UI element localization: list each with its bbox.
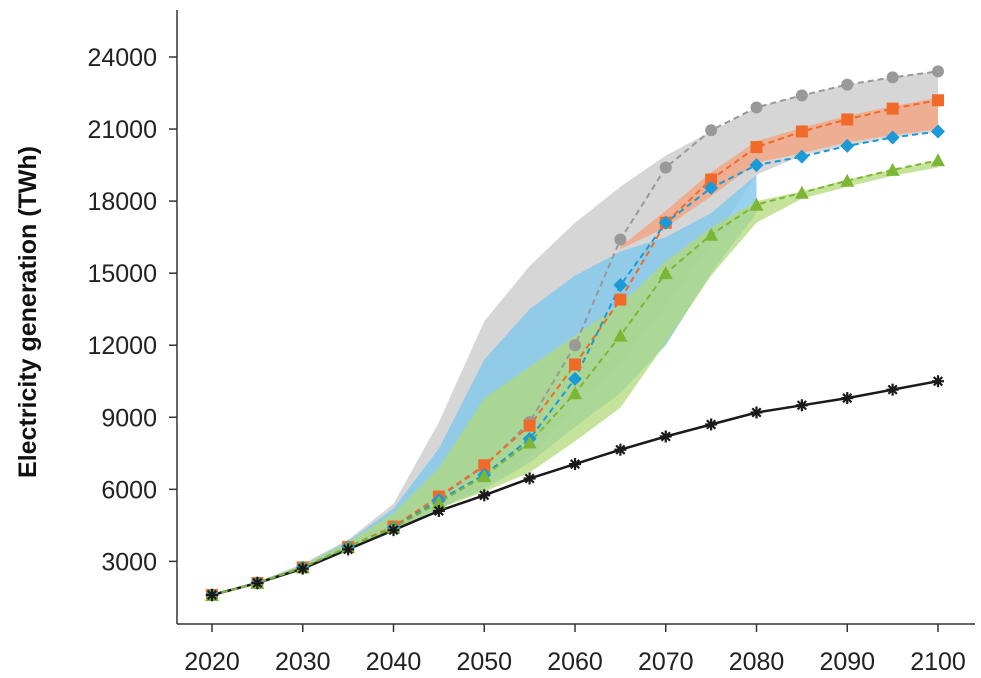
green-triangle-point [522,435,537,449]
green-triangle-point [885,162,900,176]
blue-band [212,174,757,597]
black-star-point [432,504,445,517]
x-tick-label: 2040 [366,648,422,676]
axes: 3000 6000 9000 12000 15000 18000 21000 24000 20… [87,10,975,676]
black-star-point [342,543,355,556]
gray-circle-point [795,89,808,102]
orange-square-point [569,358,581,371]
x-tick-label: 2060 [547,648,603,676]
black-star-point [478,489,491,502]
black-star-point [886,383,899,396]
blue-diamond-point [658,215,673,230]
x-tick-label: 2100 [910,648,966,676]
gray-circle-point [932,65,944,78]
gray-circle-point [750,101,763,114]
blue-diamond-point [885,130,900,145]
x-tick-label: 2090 [819,648,875,676]
x-tick-label: 2020 [184,648,240,676]
x-tick-label: 2080 [729,648,785,676]
green-triangle-point [749,197,764,211]
black-star-point [795,399,808,412]
series-markers [205,65,945,602]
gray-circle-point [705,124,718,137]
orange-square-point [523,419,536,432]
green-triangle-point [477,469,492,483]
y-ticks: 3000 6000 9000 12000 15000 18000 21000 24000 [87,44,177,576]
green-triangle-point [704,227,719,241]
y-tick-label: 18000 [87,188,157,216]
orange-square-point [841,113,854,126]
x-tick-label: 2070 [638,648,694,676]
y-tick-label: 9000 [101,404,157,432]
black-star-point [387,524,400,537]
black-star-point [614,443,627,456]
black-star-point [659,430,672,443]
y-tick-label: 15000 [87,260,157,288]
green-triangle-point [794,185,809,199]
y-tick-label: 12000 [87,332,157,360]
green-triangle-point [931,153,945,167]
y-tick-label: 21000 [87,116,157,144]
gray-circle-point [614,233,627,246]
x-ticks: 2020 2030 2040 2050 2060 2070 2080 2090 2100 [184,624,966,676]
black-star-point [206,589,218,601]
gray-circle-point [569,339,581,352]
y-tick-label: 24000 [87,44,157,72]
orange-band [620,97,938,250]
green-triangle-point [431,495,446,509]
y-axis-title: Electricity generation (TWh) [14,146,42,478]
y-tick-label: 6000 [101,476,157,504]
blue-diamond-point [840,138,855,153]
orange-square-point [750,141,763,154]
black-star-point [750,406,763,419]
orange-square-point [478,459,491,472]
green-triangle-point [840,173,855,187]
blue-diamond-point [749,158,764,173]
black-star-point [523,472,536,485]
orange-square-point [886,102,899,115]
x-tick-label: 2030 [275,648,331,676]
black-star-point [569,458,581,471]
gray-circle-point [659,161,672,174]
black-star-point [251,576,264,589]
gray-circle-point [886,71,899,84]
x-tick-label: 2050 [456,648,512,676]
green-triangle-point [568,386,582,400]
orange-square-point [614,293,627,306]
y-tick-label: 3000 [101,548,157,576]
black-star-point [296,562,309,575]
blue-diamond-point [794,149,809,164]
green-triangle-point [613,328,628,342]
gray-circle-point [841,78,854,91]
blue-diamond-point [613,278,628,293]
green-triangle-point [658,266,673,280]
black-star-point [705,418,718,431]
orange-square-point [795,125,808,138]
black-star-point [932,375,944,388]
blue-diamond-point [931,124,945,139]
orange-square-point [932,94,944,107]
blue-diamond-point [568,371,582,386]
black-star-point [841,392,854,405]
orange-square-point [705,173,718,186]
blue-diamond-point [704,180,719,195]
